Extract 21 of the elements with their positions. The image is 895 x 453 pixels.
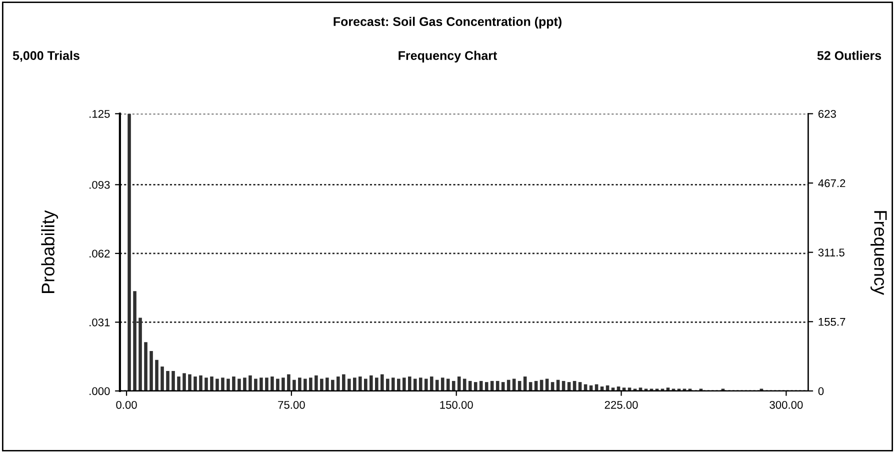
chart-subtitle: Frequency Chart bbox=[398, 50, 498, 62]
y-tick-label: .000 bbox=[90, 387, 110, 396]
y-tick-label: .125 bbox=[90, 110, 110, 118]
y2-axis-title: Frequency bbox=[870, 211, 887, 295]
x-tick-label: 0.00 bbox=[116, 400, 137, 409]
x-tick-label: 75.00 bbox=[278, 400, 305, 409]
chart-title: Forecast: Soil Gas Concentration (ppt) bbox=[334, 16, 562, 28]
y-tick-label: .093 bbox=[90, 180, 110, 189]
y2-tick-label: 155.7 bbox=[818, 318, 846, 326]
x-tick-label: 225.00 bbox=[604, 400, 638, 409]
y2-tick-label: 467.2 bbox=[818, 179, 846, 188]
x-tick-label: 150.00 bbox=[440, 400, 473, 409]
y2-tick-label: 0 bbox=[818, 387, 824, 396]
text: 52 Outliers bbox=[817, 50, 882, 60]
y-tick-label: .062 bbox=[90, 250, 110, 258]
y2-tick-label: 311.5 bbox=[818, 248, 844, 256]
y2-tick-label: 623 bbox=[818, 110, 836, 118]
x-tick-label: 300.00 bbox=[770, 400, 803, 409]
text: 5,000 Trials bbox=[12, 50, 80, 62]
y-axis-title: Probability bbox=[41, 210, 58, 293]
y-tick-label: .031 bbox=[90, 318, 110, 326]
